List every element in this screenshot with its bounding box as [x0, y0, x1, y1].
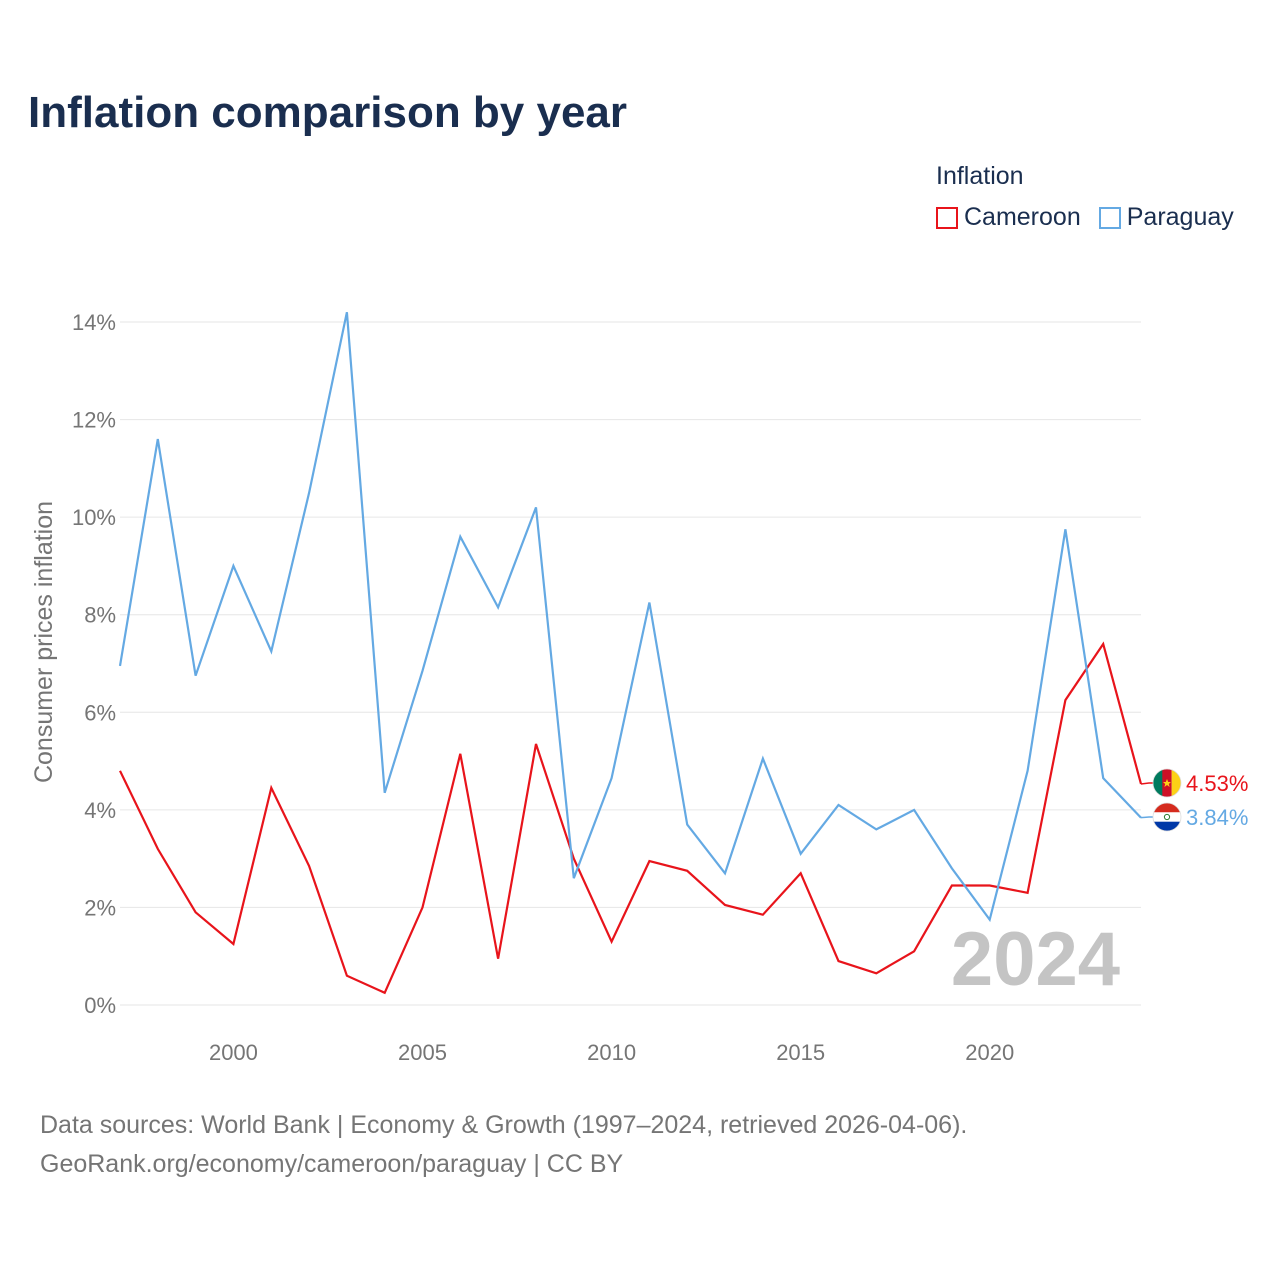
y-tick-label: 4% [84, 798, 116, 823]
year-watermark: 2024 [951, 917, 1120, 1002]
end-connector-cameroon [1140, 782, 1153, 785]
y-tick-label: 12% [72, 408, 116, 433]
series-end-labels: 4.53% 3.84% [1140, 768, 1248, 832]
series-line-cameroon [119, 641, 1143, 995]
x-tick-label: 2000 [209, 1040, 258, 1065]
series-line-paraguay [118, 311, 1142, 923]
legend-swatch-paraguay [1098, 206, 1121, 229]
y-axis-label: Consumer prices inflation [30, 501, 58, 783]
legend-label-cameroon: Cameroon [964, 203, 1081, 231]
gridlines [120, 321, 1141, 1006]
legend-item-paraguay[interactable]: Paraguay [1098, 203, 1234, 232]
end-connector-paraguay [1140, 816, 1153, 819]
y-tick-label: 10% [72, 505, 116, 530]
y-tick-label: 0% [84, 993, 116, 1018]
y-tick-label: 14% [72, 310, 116, 335]
x-tick-label: 2015 [776, 1040, 825, 1065]
chart-title: Inflation comparison by year [28, 88, 628, 137]
end-label-paraguay: 3.84% [1186, 805, 1248, 830]
x-tick-label: 2010 [587, 1040, 636, 1065]
line-chart: 0% 2% 4% 6% 8% 10% 12% 14% 2000 2005 2010 2015 2020… [30, 310, 1248, 1065]
end-label-cameroon: 4.53% [1186, 771, 1248, 796]
legend: Inflation Cameroon Paraguay [936, 162, 1234, 232]
paraguay-flag-icon [1152, 802, 1182, 832]
source-line-2[interactable]: GeoRank.org/economy/cameroon/paraguay | … [40, 1150, 624, 1178]
y-tick-label: 8% [84, 603, 116, 628]
legend-item-cameroon[interactable]: Cameroon [936, 203, 1081, 232]
series-lines [118, 311, 1143, 995]
x-axis-ticks: 2000 2005 2010 2015 2020 [209, 1040, 1014, 1065]
x-tick-label: 2005 [398, 1040, 447, 1065]
legend-title: Inflation [936, 162, 1024, 190]
x-tick-label: 2020 [965, 1040, 1014, 1065]
legend-swatch-cameroon [936, 206, 958, 229]
cameroon-flag-icon [1152, 768, 1182, 798]
y-tick-label: 6% [84, 700, 116, 725]
source-note: Data sources: World Bank | Economy & Gro… [40, 1106, 967, 1184]
y-axis-ticks: 0% 2% 4% 6% 8% 10% 12% 14% [72, 310, 116, 1018]
source-line-1: Data sources: World Bank | Economy & Gro… [40, 1111, 968, 1139]
y-tick-label: 2% [84, 895, 116, 920]
legend-label-paraguay: Paraguay [1126, 203, 1234, 231]
